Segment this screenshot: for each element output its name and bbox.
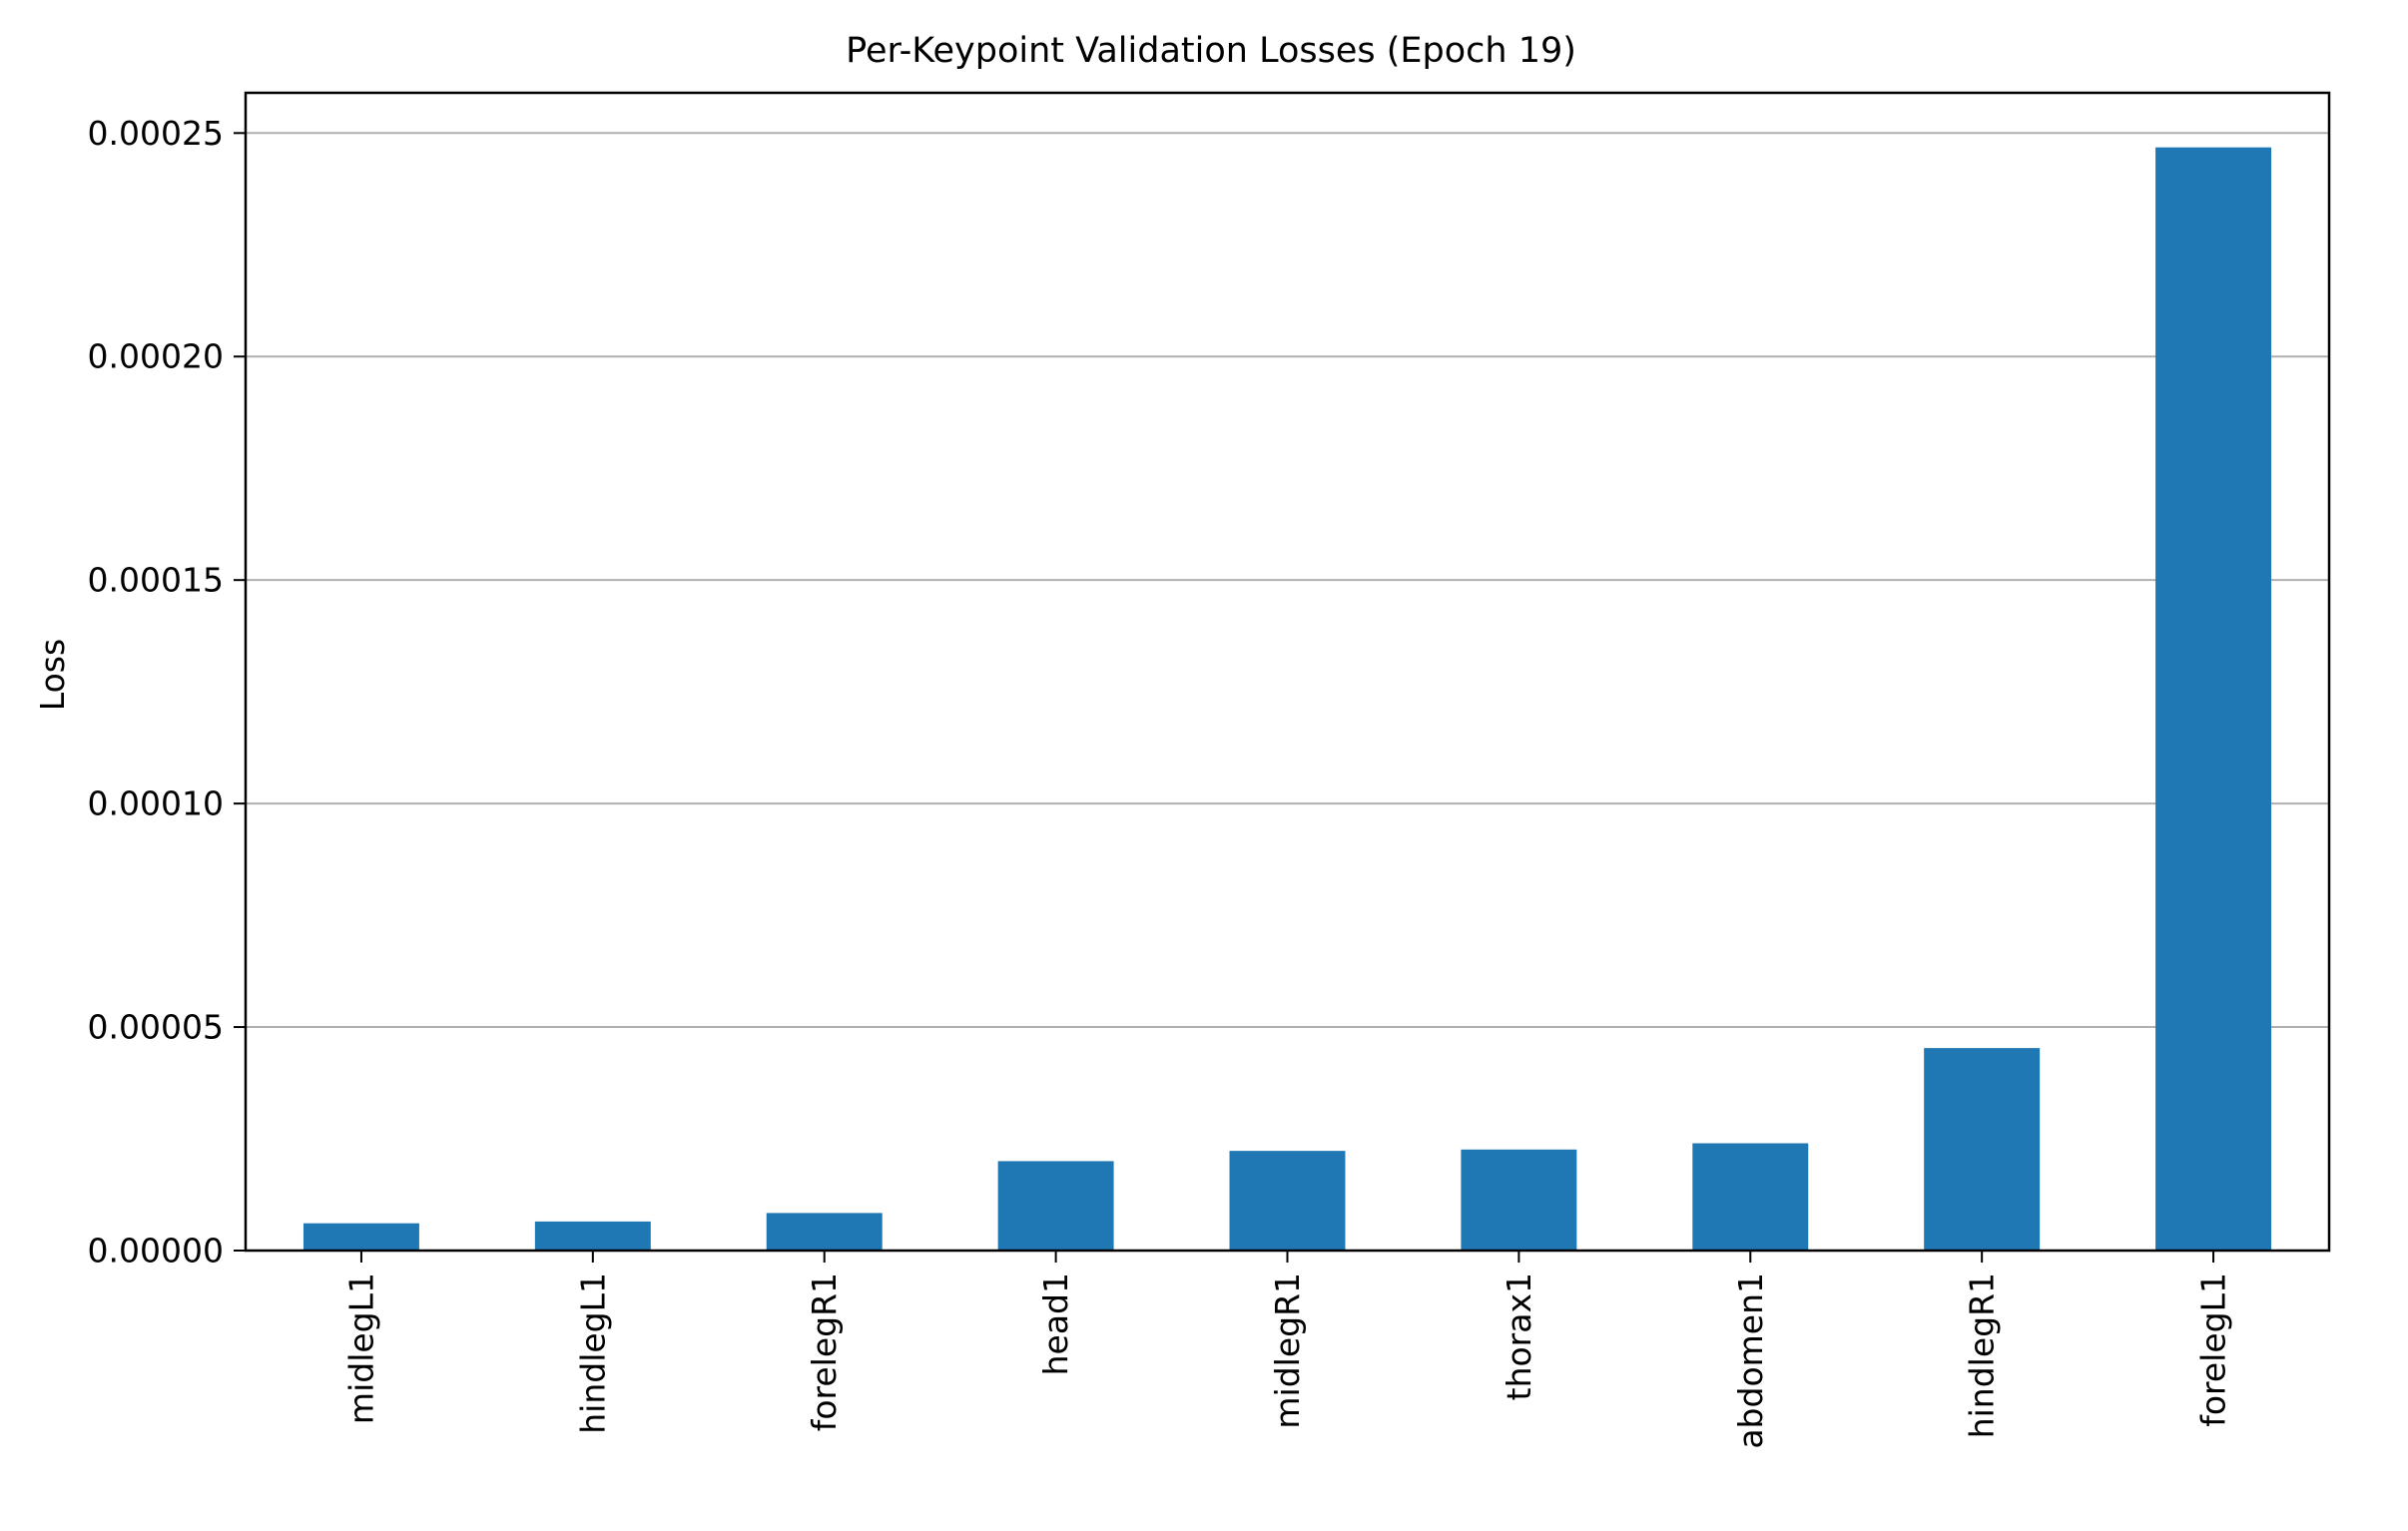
x-tick-label: forelegR1 — [805, 1273, 844, 1431]
x-tick-label: forelegL1 — [2194, 1273, 2233, 1427]
y-tick-label: 0.00005 — [88, 1008, 224, 1047]
x-tick-label: midlegL1 — [341, 1273, 380, 1424]
y-tick-label: 0.00025 — [88, 114, 224, 153]
x-tick-label: hindlegR1 — [1963, 1273, 2002, 1438]
x-tick-label: midlegR1 — [1268, 1273, 1307, 1429]
y-tick-label: 0.00015 — [88, 561, 224, 600]
x-tick-label: thorax1 — [1500, 1273, 1538, 1400]
x-axis-ticks: midlegL1 hindlegL1 forelegR1 head1 midlegR1 t… — [341, 1251, 2233, 1449]
bar-forelegL1 — [2155, 147, 2272, 1252]
bar-abdomen1 — [1692, 1143, 1809, 1251]
y-tick-label: 0.00000 — [88, 1232, 224, 1271]
chart-title: Per-Keypoint Validation Losses (Epoch 19… — [846, 31, 1576, 71]
y-tick-label: 0.00020 — [88, 337, 224, 376]
bar-forelegR1 — [766, 1213, 883, 1251]
bar-midlegR1 — [1229, 1151, 1346, 1251]
bars — [302, 147, 2272, 1252]
y-axis-ticks: 0.00000 0.00005 0.00010 0.00015 0.00020 0.000… — [88, 114, 246, 1271]
x-tick-label: hindlegL1 — [573, 1273, 612, 1434]
x-tick-label: head1 — [1036, 1273, 1075, 1375]
bar-thorax1 — [1461, 1149, 1577, 1251]
bar-head1 — [997, 1161, 1114, 1251]
y-tick-label: 0.00010 — [88, 784, 224, 823]
bar-hindlegL1 — [534, 1221, 651, 1251]
bar-midlegL1 — [302, 1223, 419, 1251]
y-axis-label: Loss — [33, 639, 72, 711]
x-tick-label: abdomen1 — [1731, 1273, 1770, 1449]
bar-hindlegR1 — [1924, 1048, 2041, 1251]
